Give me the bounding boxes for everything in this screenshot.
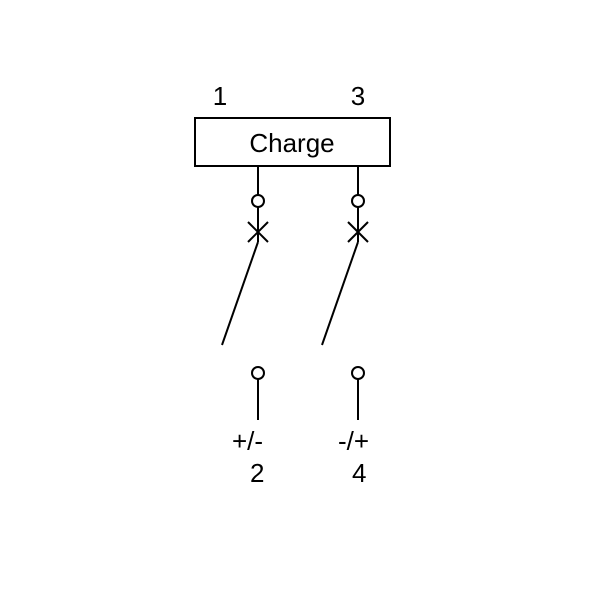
background (0, 0, 600, 600)
bottom-terminal-label: 2 (250, 458, 264, 488)
terminal-bottom (252, 367, 264, 379)
terminal-bottom (352, 367, 364, 379)
polarity-label: -/+ (338, 426, 369, 456)
terminal-top (352, 195, 364, 207)
polarity-label: +/- (232, 426, 263, 456)
terminal-top (252, 195, 264, 207)
top-terminal-label: 1 (213, 81, 227, 111)
bottom-terminal-label: 4 (352, 458, 366, 488)
top-terminal-label: 3 (351, 81, 365, 111)
charge-schematic: Charge 1 3 +/-2 -/+4 (0, 0, 600, 600)
charge-box-label: Charge (249, 128, 334, 158)
